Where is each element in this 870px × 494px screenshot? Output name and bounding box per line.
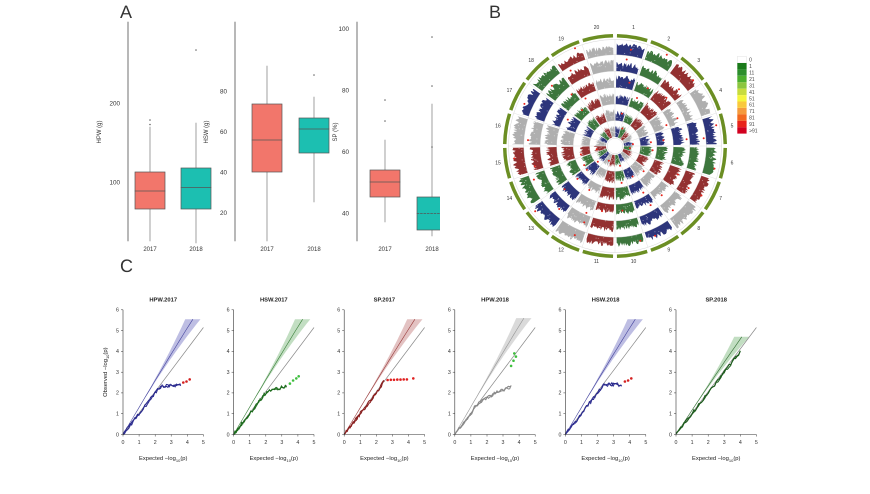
svg-text:6: 6 [669,308,672,314]
svg-text:2: 2 [669,391,672,397]
svg-text:5: 5 [202,440,205,446]
svg-text:2: 2 [596,440,599,446]
svg-text:0: 0 [675,440,678,446]
svg-text:0: 0 [337,432,340,438]
svg-text:2: 2 [116,391,119,397]
svg-text:1: 1 [227,412,230,418]
svg-text:HPW.2017: HPW.2017 [149,298,177,304]
svg-text:3: 3 [723,440,726,446]
svg-text:4: 4 [628,440,631,446]
svg-text:Expected −log10(p): Expected −log10(p) [692,456,741,463]
svg-text:6: 6 [558,308,561,314]
svg-text:4: 4 [669,349,672,355]
svg-text:5: 5 [755,440,758,446]
svg-text:6: 6 [337,308,340,314]
svg-text:5: 5 [534,440,537,446]
svg-text:6: 6 [116,308,119,314]
svg-text:1: 1 [558,412,561,418]
svg-text:1: 1 [248,440,251,446]
svg-text:3: 3 [391,440,394,446]
svg-text:SP.2018: SP.2018 [705,298,727,304]
svg-text:1: 1 [669,412,672,418]
svg-text:1: 1 [691,440,694,446]
svg-text:4: 4 [739,440,742,446]
svg-text:2: 2 [707,440,710,446]
svg-text:0: 0 [448,432,451,438]
svg-text:Expected −log10(p): Expected −log10(p) [581,456,630,463]
svg-text:0: 0 [343,440,346,446]
svg-text:4: 4 [558,349,561,355]
svg-text:2: 2 [337,391,340,397]
svg-text:2: 2 [558,391,561,397]
svg-text:HPW.2018: HPW.2018 [481,298,509,304]
svg-text:4: 4 [518,440,521,446]
svg-text:3: 3 [227,370,230,376]
svg-text:2: 2 [154,440,157,446]
svg-text:5: 5 [313,440,316,446]
svg-text:4: 4 [227,349,230,355]
svg-text:3: 3 [669,370,672,376]
svg-text:4: 4 [116,349,119,355]
svg-text:0: 0 [564,440,567,446]
svg-text:5: 5 [448,328,451,334]
svg-text:2: 2 [486,440,489,446]
svg-text:3: 3 [280,440,283,446]
svg-text:4: 4 [337,349,340,355]
svg-text:2: 2 [227,391,230,397]
svg-text:Expected −log10(p): Expected −log10(p) [471,456,520,463]
svg-text:0: 0 [232,440,235,446]
svg-text:3: 3 [502,440,505,446]
svg-text:3: 3 [612,440,615,446]
svg-text:3: 3 [448,370,451,376]
svg-text:5: 5 [227,328,230,334]
svg-text:2: 2 [375,440,378,446]
svg-text:2: 2 [264,440,267,446]
svg-text:5: 5 [423,440,426,446]
svg-text:3: 3 [170,440,173,446]
svg-text:4: 4 [448,349,451,355]
svg-text:Expected −log10(p): Expected −log10(p) [360,456,409,463]
svg-text:HSW.2018: HSW.2018 [592,298,620,304]
svg-text:1: 1 [469,440,472,446]
svg-text:5: 5 [669,328,672,334]
svg-text:5: 5 [337,328,340,334]
svg-text:1: 1 [580,440,583,446]
svg-text:5: 5 [644,440,647,446]
svg-text:SP.2017: SP.2017 [374,298,396,304]
svg-text:Expected −log10(p): Expected −log10(p) [139,456,188,463]
svg-text:4: 4 [407,440,410,446]
svg-text:1: 1 [138,440,141,446]
svg-text:6: 6 [227,308,230,314]
svg-text:1: 1 [337,412,340,418]
svg-text:0: 0 [558,432,561,438]
svg-text:1: 1 [359,440,362,446]
svg-text:3: 3 [558,370,561,376]
svg-text:5: 5 [558,328,561,334]
svg-text:5: 5 [116,328,119,334]
svg-text:HSW.2017: HSW.2017 [260,298,288,304]
svg-text:6: 6 [448,308,451,314]
svg-text:4: 4 [186,440,189,446]
svg-text:0: 0 [116,432,119,438]
svg-text:1: 1 [116,412,119,418]
svg-text:0: 0 [453,440,456,446]
svg-text:3: 3 [116,370,119,376]
svg-text:0: 0 [122,440,125,446]
svg-text:Observed −log10(p): Observed −log10(p) [103,347,110,396]
svg-text:Expected −log10(p): Expected −log10(p) [250,456,299,463]
svg-text:4: 4 [296,440,299,446]
svg-text:1: 1 [448,412,451,418]
svg-text:2: 2 [448,391,451,397]
svg-text:0: 0 [669,432,672,438]
svg-text:3: 3 [337,370,340,376]
svg-text:0: 0 [227,432,230,438]
